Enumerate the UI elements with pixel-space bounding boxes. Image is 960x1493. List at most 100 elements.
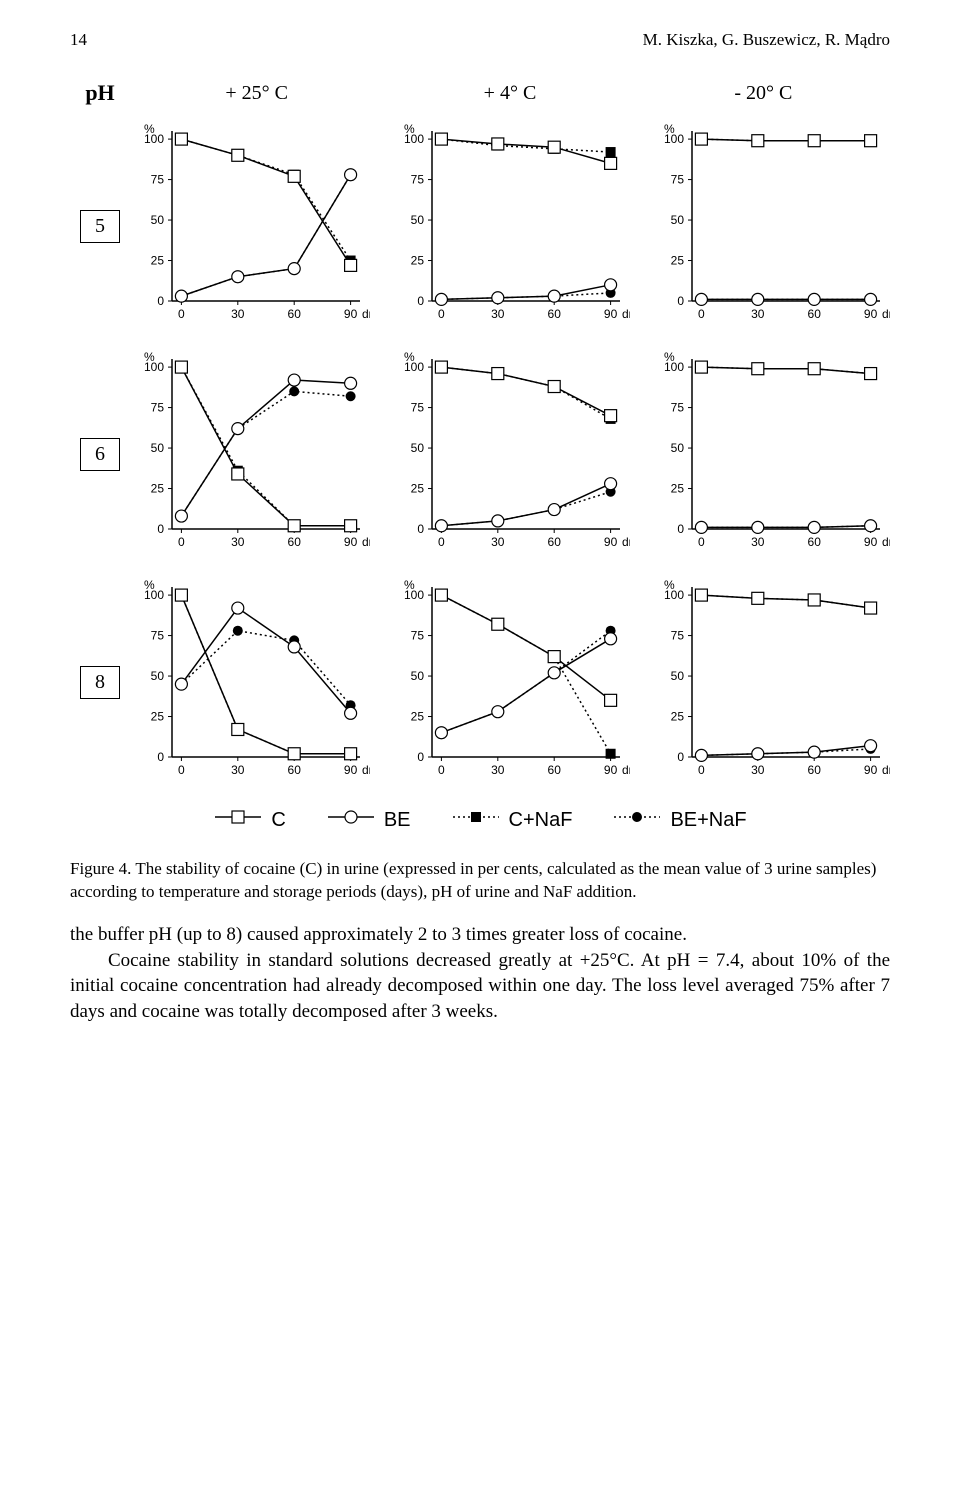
svg-text:0: 0: [438, 307, 445, 321]
svg-text:50: 50: [151, 441, 165, 455]
svg-text:50: 50: [671, 213, 685, 227]
svg-text:50: 50: [411, 669, 425, 683]
svg-text:60: 60: [288, 763, 302, 777]
svg-text:75: 75: [411, 401, 425, 415]
svg-text:60: 60: [808, 763, 822, 777]
svg-text:50: 50: [671, 669, 685, 683]
svg-text:75: 75: [671, 629, 685, 643]
svg-text:50: 50: [671, 441, 685, 455]
chart-row: 50255075100%0306090dni0255075100%0306090…: [70, 121, 890, 331]
ph-header: pH: [70, 80, 130, 106]
svg-text:90: 90: [344, 763, 358, 777]
svg-text:90: 90: [864, 535, 878, 549]
chart-row: 60255075100%0306090dni0255075100%0306090…: [70, 349, 890, 559]
svg-text:dni: dni: [622, 307, 630, 321]
svg-text:%: %: [404, 350, 415, 364]
svg-text:30: 30: [491, 307, 505, 321]
svg-text:60: 60: [288, 307, 302, 321]
svg-text:75: 75: [671, 173, 685, 187]
svg-text:30: 30: [231, 535, 245, 549]
svg-text:75: 75: [151, 173, 165, 187]
svg-text:25: 25: [411, 254, 425, 268]
row-label: 8: [80, 666, 120, 699]
svg-text:50: 50: [151, 669, 165, 683]
chart-row: 80255075100%0306090dni0255075100%0306090…: [70, 577, 890, 787]
svg-text:25: 25: [411, 710, 425, 724]
legend-item: BE+NaF: [612, 807, 746, 833]
chart-panel: 0255075100%0306090dni: [650, 577, 890, 787]
column-headers: pH + 25° C + 4° C - 20° C: [70, 80, 890, 106]
col-header-0: + 25° C: [130, 82, 383, 105]
svg-text:30: 30: [231, 307, 245, 321]
svg-text:30: 30: [751, 307, 765, 321]
svg-text:60: 60: [288, 535, 302, 549]
legend-label: BE+NaF: [670, 809, 746, 832]
legend-item: C+NaF: [451, 807, 573, 833]
chart-grid: 50255075100%0306090dni0255075100%0306090…: [70, 121, 890, 787]
svg-text:30: 30: [231, 763, 245, 777]
svg-text:0: 0: [698, 307, 705, 321]
row-label: 6: [80, 438, 120, 471]
legend-marker-icon: [451, 807, 501, 833]
svg-text:50: 50: [411, 441, 425, 455]
svg-text:90: 90: [864, 763, 878, 777]
svg-text:30: 30: [751, 763, 765, 777]
svg-text:90: 90: [344, 535, 358, 549]
svg-text:30: 30: [491, 535, 505, 549]
figure-caption: Figure 4. The stability of cocaine (C) i…: [70, 858, 890, 904]
chart-panel: 0255075100%0306090dni: [130, 121, 370, 331]
svg-text:25: 25: [671, 254, 685, 268]
svg-text:0: 0: [417, 750, 424, 764]
svg-text:0: 0: [438, 763, 445, 777]
svg-text:%: %: [144, 578, 155, 592]
svg-text:0: 0: [698, 763, 705, 777]
svg-text:30: 30: [751, 535, 765, 549]
svg-text:90: 90: [604, 763, 618, 777]
svg-text:0: 0: [178, 763, 185, 777]
legend-label: BE: [384, 809, 411, 832]
svg-text:25: 25: [151, 254, 165, 268]
svg-text:90: 90: [604, 307, 618, 321]
authors: M. Kiszka, G. Buszewicz, R. Mądro: [643, 30, 890, 50]
svg-text:0: 0: [698, 535, 705, 549]
chart-panel: 0255075100%0306090dni: [650, 121, 890, 331]
svg-text:%: %: [144, 122, 155, 136]
svg-text:%: %: [144, 350, 155, 364]
svg-text:%: %: [404, 578, 415, 592]
svg-text:90: 90: [604, 535, 618, 549]
svg-text:dni: dni: [362, 307, 370, 321]
svg-text:25: 25: [151, 710, 165, 724]
svg-text:60: 60: [808, 307, 822, 321]
row-label-box: 6: [70, 438, 130, 471]
svg-text:dni: dni: [362, 763, 370, 777]
svg-text:dni: dni: [362, 535, 370, 549]
svg-text:0: 0: [178, 535, 185, 549]
col-header-2: - 20° C: [637, 82, 890, 105]
svg-text:dni: dni: [882, 763, 890, 777]
page-header: 14 M. Kiszka, G. Buszewicz, R. Mądro: [70, 30, 890, 50]
svg-text:75: 75: [151, 401, 165, 415]
chart-panel: 0255075100%0306090dni: [390, 577, 630, 787]
svg-text:25: 25: [411, 482, 425, 496]
svg-text:0: 0: [417, 294, 424, 308]
chart-panel: 0255075100%0306090dni: [130, 577, 370, 787]
svg-text:0: 0: [677, 522, 684, 536]
row-label-box: 5: [70, 210, 130, 243]
svg-text:25: 25: [671, 710, 685, 724]
svg-text:50: 50: [151, 213, 165, 227]
legend-label: C: [271, 809, 285, 832]
chart-panel: 0255075100%0306090dni: [650, 349, 890, 559]
svg-text:0: 0: [157, 522, 164, 536]
chart-panel: 0255075100%0306090dni: [390, 121, 630, 331]
svg-text:25: 25: [151, 482, 165, 496]
svg-text:0: 0: [417, 522, 424, 536]
legend-marker-icon: [326, 807, 376, 833]
legend-item: BE: [326, 807, 411, 833]
svg-text:0: 0: [677, 294, 684, 308]
row-label-box: 8: [70, 666, 130, 699]
body-text: the buffer pH (up to 8) caused approxima…: [70, 922, 890, 1025]
svg-text:0: 0: [178, 307, 185, 321]
legend-label: C+NaF: [509, 809, 573, 832]
legend-marker-icon: [612, 807, 662, 833]
svg-text:%: %: [664, 578, 675, 592]
